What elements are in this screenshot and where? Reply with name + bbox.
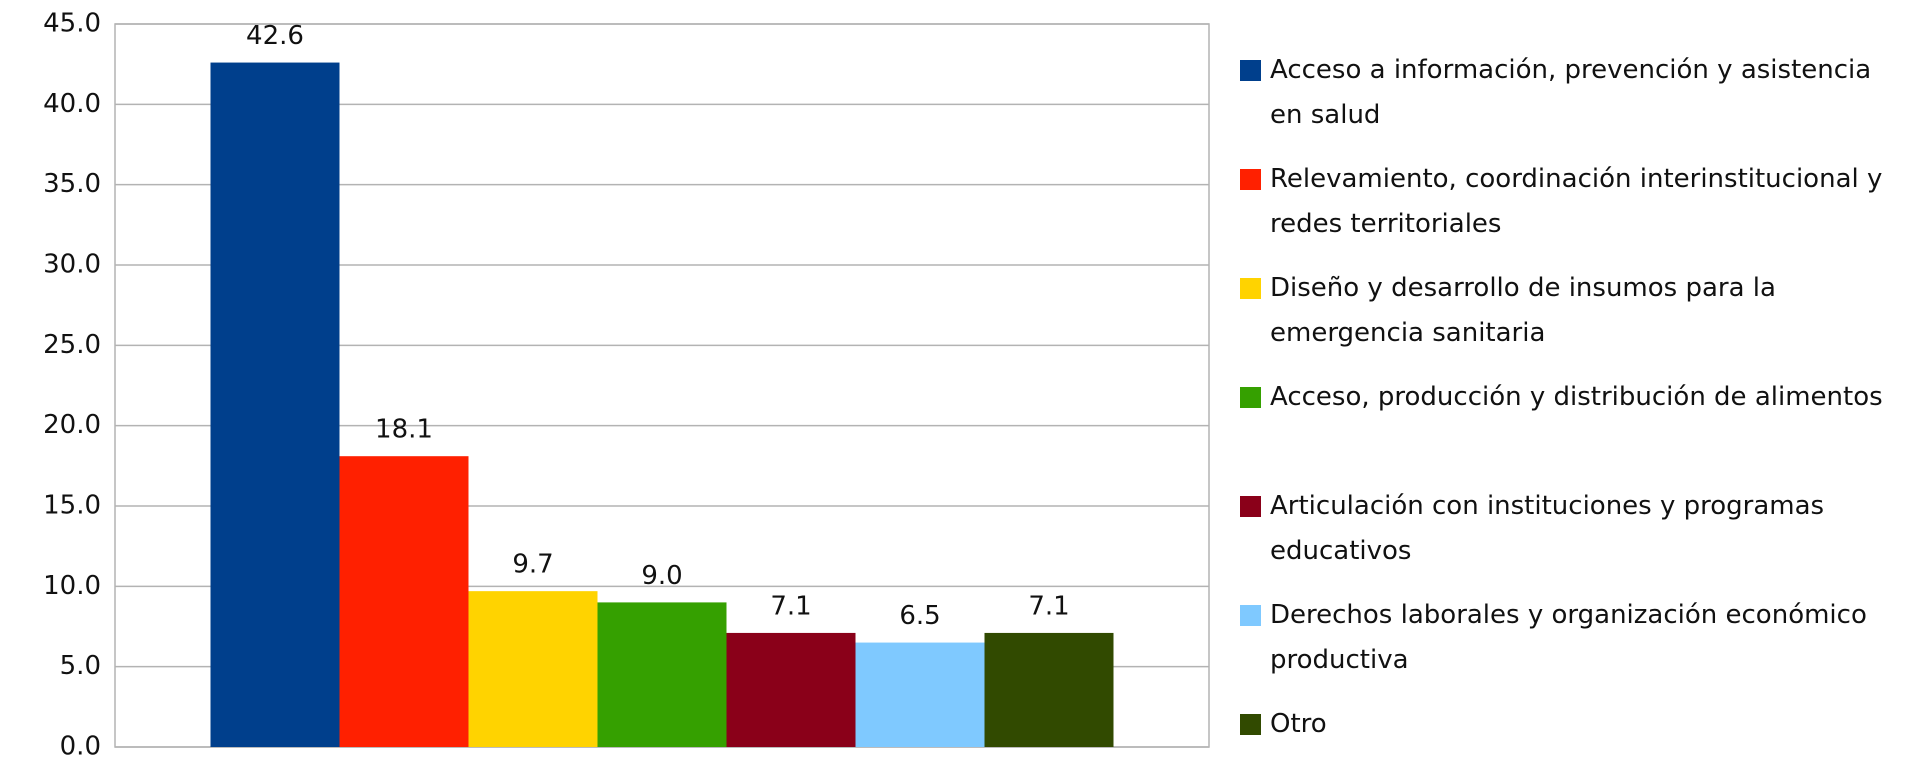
legend-label: Acceso, producción y distribución de ali… — [1270, 382, 1883, 412]
legend-swatch — [1240, 169, 1261, 190]
legend-swatch — [1240, 387, 1261, 408]
y-tick-label: 40.0 — [43, 89, 101, 119]
data-label: 6.5 — [899, 601, 940, 631]
bar — [339, 456, 469, 747]
legend-item: Articulación con instituciones y program… — [1240, 484, 1900, 574]
legend-swatch — [1240, 605, 1261, 626]
y-tick-label: 10.0 — [43, 571, 101, 601]
y-tick-label: 45.0 — [43, 9, 101, 39]
legend-label: Articulación con instituciones y program… — [1270, 491, 1825, 566]
chart: 0.0 5.0 10.0 15.0 20.0 25.0 30.0 35.0 40.0 45.0 42… — [43, 9, 1210, 760]
legend-label: Diseño y desarrollo de insumos para la e… — [1270, 273, 1776, 348]
y-tick-label: 20.0 — [43, 410, 101, 440]
bar — [984, 632, 1114, 747]
legend-item: Otro — [1240, 702, 1900, 747]
bar — [597, 602, 727, 747]
bar — [726, 632, 856, 747]
legend-swatch — [1240, 714, 1261, 735]
legend-item: Acceso a información, prevención y asist… — [1240, 48, 1900, 138]
legend-label: Relevamiento, coordinación interinstituc… — [1270, 164, 1883, 239]
bar — [468, 591, 598, 747]
y-tick-label: 5.0 — [60, 651, 101, 681]
data-label: 18.1 — [375, 415, 433, 445]
y-tick-label: 25.0 — [43, 330, 101, 360]
legend-swatch — [1240, 278, 1261, 299]
legend-swatch — [1240, 60, 1261, 81]
data-label: 9.7 — [512, 550, 553, 580]
data-label: 42.6 — [246, 21, 304, 51]
y-tick-label: 0.0 — [60, 732, 101, 760]
y-tick-label: 30.0 — [43, 250, 101, 280]
legend-item: Derechos laborales y organización económ… — [1240, 593, 1900, 683]
data-label: 7.1 — [770, 591, 811, 621]
data-label: 9.0 — [641, 561, 682, 591]
bar — [210, 62, 340, 748]
legend-label: Otro — [1270, 709, 1327, 739]
legend-label: Acceso a información, prevención y asist… — [1270, 55, 1872, 130]
legend-label: Derechos laborales y organización económ… — [1270, 600, 1867, 675]
data-label: 7.1 — [1028, 591, 1069, 621]
legend-item: Relevamiento, coordinación interinstituc… — [1240, 157, 1900, 247]
legend-swatch — [1240, 496, 1261, 517]
legend-item: Diseño y desarrollo de insumos para la e… — [1240, 266, 1900, 356]
y-tick-label: 35.0 — [43, 169, 101, 199]
bar — [855, 642, 985, 747]
legend-item: Acceso, producción y distribución de ali… — [1240, 375, 1900, 420]
y-tick-label: 15.0 — [43, 491, 101, 521]
